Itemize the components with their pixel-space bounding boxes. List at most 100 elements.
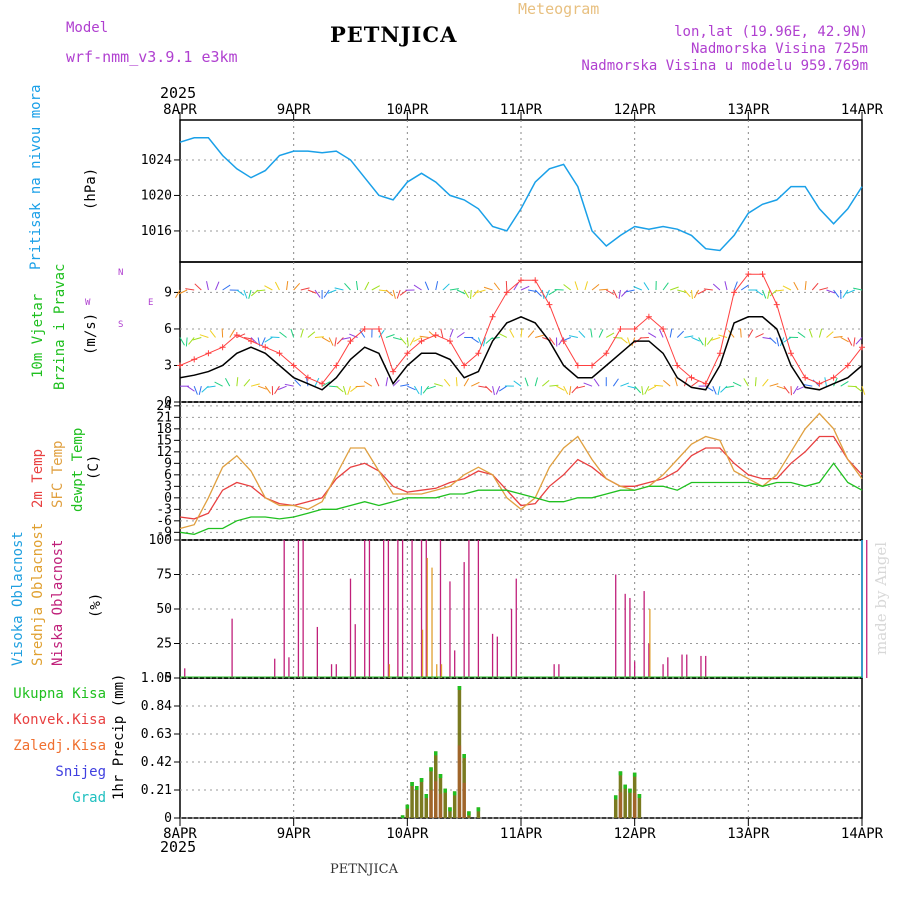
year-top: 2025 — [160, 84, 197, 102]
wind-direction-arrow — [399, 289, 408, 296]
wind-direction-arrow — [793, 281, 799, 291]
coords-label: lon,lat (19.96E, 42.9N) — [674, 24, 868, 40]
y-tick-label: 9 — [164, 285, 172, 300]
precip-bar — [457, 686, 462, 818]
wind-gust-marker — [205, 350, 212, 357]
wind-direction-arrow — [194, 283, 202, 291]
wind-direction-arrow — [434, 383, 443, 387]
precip-bar-top — [405, 804, 410, 809]
wind-gust-marker — [233, 332, 240, 339]
wind-direction-arrow — [524, 377, 529, 387]
x-tick-label-bottom: 13APR — [727, 826, 770, 842]
wind-direction-arrow — [853, 287, 863, 291]
wind-direction-arrow — [192, 336, 202, 341]
y-tick-label: 25 — [156, 637, 172, 652]
wind-direction-arrow — [495, 385, 501, 395]
x-tick-label-top: 8APR — [163, 102, 197, 118]
wind-direction-arrow — [535, 334, 545, 338]
wind-direction-arrow — [300, 287, 310, 291]
wind-gust-marker — [404, 350, 411, 357]
wind-direction-arrow — [307, 289, 317, 294]
wind-direction-arrow — [449, 328, 454, 338]
wind-direction-arrow — [803, 384, 813, 387]
wind-direction-arrow — [833, 289, 840, 298]
compass-w: W — [85, 298, 91, 308]
precip-bar — [623, 784, 627, 818]
precip-bar — [632, 772, 637, 818]
wind-direction-arrow — [703, 288, 713, 291]
wind-gust-marker — [375, 325, 382, 332]
wind-direction-arrow — [683, 377, 688, 387]
wind-direction-arrow — [284, 383, 294, 387]
wind-direction-arrow — [654, 384, 664, 387]
wind-direction-arrow — [840, 337, 849, 343]
wind-direction-arrow — [811, 282, 819, 291]
wind-direction-arrow — [740, 328, 742, 338]
wind-direction-arrow — [712, 283, 721, 291]
wind-direction-arrow — [334, 337, 337, 347]
wind-direction-arrow — [476, 289, 486, 294]
wind-direction-arrow — [236, 333, 246, 338]
wind-direction-arrow — [569, 386, 572, 396]
wind-gust-marker — [787, 350, 794, 357]
y-tick-label: 6 — [164, 322, 172, 337]
wind-direction-arrow — [359, 329, 366, 338]
wind-direction-arrow — [541, 379, 550, 387]
wind-direction-arrow — [413, 337, 422, 343]
wind-direction-arrow — [428, 331, 437, 338]
wind-direction-arrow — [215, 281, 220, 291]
wind-direction-arrow — [440, 328, 444, 338]
wind-direction-arrow — [498, 332, 508, 338]
wind-direction-arrow — [278, 385, 287, 391]
wind-direction-arrow — [808, 328, 813, 338]
wind-direction-arrow — [732, 381, 742, 387]
wind-direction-arrow — [424, 281, 430, 291]
station-title: PETNJICA — [330, 22, 458, 47]
wind-direction-arrow — [224, 378, 231, 387]
wind-direction-arrow — [669, 328, 673, 338]
wind-gust-marker — [347, 338, 354, 345]
wind-direction-arrow — [563, 385, 569, 395]
wind-direction-arrow — [674, 377, 678, 387]
conv-precip-bar — [434, 781, 438, 818]
wind-direction-arrow — [804, 280, 807, 291]
x-tick-label-bottom: 8APR — [163, 826, 197, 842]
precip-bar-top — [628, 788, 632, 793]
wind-gust-marker — [688, 374, 695, 381]
wind-direction-arrow — [625, 289, 635, 293]
wind-direction-arrow — [576, 385, 586, 389]
wind-direction-arrow — [826, 289, 836, 294]
precip-bar — [613, 795, 618, 818]
wind-direction-arrow — [762, 336, 772, 340]
y-tick-label: 0.63 — [141, 727, 172, 742]
wind-direction-arrow — [335, 385, 344, 393]
wind-direction-arrow — [392, 379, 400, 387]
precip-bar-top — [443, 788, 447, 793]
precip-bar — [419, 778, 424, 818]
wind-direction-arrow — [443, 378, 451, 387]
wind-direction-arrow — [300, 328, 304, 338]
wind-direction-arrow — [513, 380, 522, 387]
precip-bar-top — [462, 754, 466, 758]
precip-bar-top — [618, 771, 623, 776]
wind-direction-arrow — [545, 289, 550, 299]
wind-direction-arrow — [633, 286, 642, 291]
footer-station: PETNJICA — [330, 862, 398, 877]
y-tick-label: 50 — [156, 602, 172, 617]
wind-direction-arrow — [769, 383, 779, 387]
wind-direction-arrow — [647, 385, 657, 391]
wind-direction-arrow — [209, 330, 216, 338]
x-tick-label-top: 10APR — [386, 102, 429, 118]
y-tick-label: 1024 — [141, 153, 172, 168]
wind-direction-arrow — [826, 331, 834, 338]
y-tick-label: 0 — [164, 671, 172, 686]
wind-direction-arrow — [250, 383, 260, 387]
precip-bar-top — [429, 767, 433, 772]
y-tick-label: 0.42 — [141, 755, 172, 770]
wind-direction-arrow — [574, 281, 579, 291]
conv-precip-bar — [438, 793, 443, 818]
wind-direction-arrow — [556, 385, 565, 391]
y-tick-label: -6 — [156, 514, 172, 529]
wind-direction-arrow — [717, 386, 721, 396]
wind-direction-arrow — [776, 337, 780, 347]
